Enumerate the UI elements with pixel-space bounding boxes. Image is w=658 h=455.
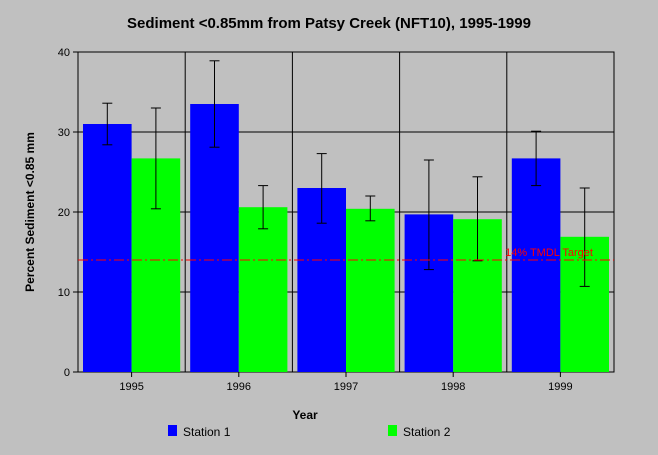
x-tick-label: 1996 [227, 381, 251, 393]
bar [346, 208, 395, 372]
y-tick-label: 0 [64, 367, 70, 379]
bars [83, 104, 609, 372]
x-tick-label: 1999 [548, 381, 572, 393]
bar [511, 158, 561, 372]
y-tick-label: 40 [58, 47, 70, 59]
legend-label: Station 2 [403, 425, 451, 439]
x-axis-ticks: 1995 1996 1997 1998 1999 [119, 372, 573, 393]
bar [238, 207, 288, 372]
y-axis-label: Percent Sediment <0.85 mm [23, 132, 37, 292]
x-tick-label: 1997 [334, 381, 358, 393]
x-tick-label: 1995 [119, 381, 143, 393]
x-axis-label: Year [292, 408, 318, 422]
y-axis-ticks: 0 10 20 30 40 [58, 47, 78, 379]
x-tick-label: 1998 [441, 381, 465, 393]
chart-title: Sediment <0.85mm from Patsy Creek (NFT10… [127, 15, 531, 32]
y-tick-label: 30 [58, 127, 70, 139]
legend: Station 1 Station 2 [168, 425, 451, 439]
y-tick-label: 20 [58, 207, 70, 219]
legend-label: Station 1 [183, 425, 231, 439]
bar [190, 104, 239, 372]
reference-line-group: 14% TMDL Target [78, 247, 614, 261]
reference-line-label: 14% TMDL Target [505, 247, 593, 259]
legend-swatch [168, 425, 177, 436]
error-bars [102, 60, 590, 287]
y-tick-label: 10 [58, 287, 70, 299]
bar [83, 124, 132, 372]
legend-swatch [388, 425, 397, 436]
